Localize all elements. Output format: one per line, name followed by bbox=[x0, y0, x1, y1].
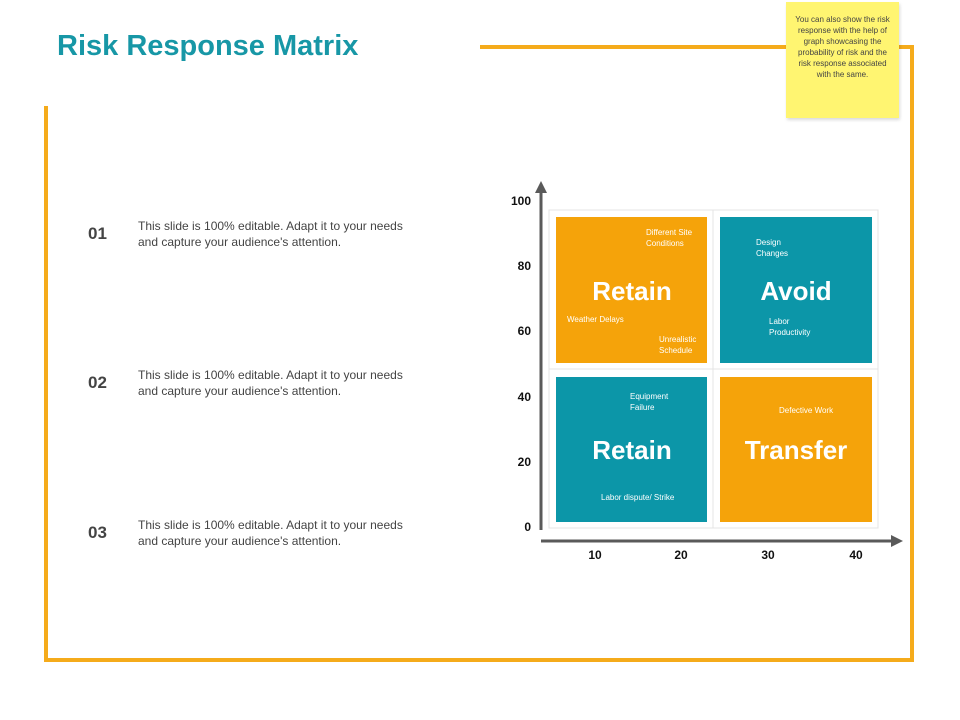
risk-label: Productivity bbox=[769, 328, 810, 337]
risk-label: Schedule bbox=[659, 346, 693, 355]
risk-label: Changes bbox=[756, 249, 788, 258]
y-tick-label: 0 bbox=[524, 520, 531, 534]
risk-label: Equipment bbox=[630, 392, 669, 401]
item-number-3: 03 bbox=[88, 523, 107, 542]
risk-label: Labor dispute/ Strike bbox=[601, 493, 675, 502]
quadrant-title-top-left: Retain bbox=[592, 276, 671, 306]
frame-top-border bbox=[480, 45, 914, 49]
risk-label: Failure bbox=[630, 403, 655, 412]
x-tick-label: 20 bbox=[674, 548, 688, 562]
risk-label: Weather Delays bbox=[567, 315, 624, 324]
risk-label: Conditions bbox=[646, 239, 684, 248]
frame-left-border bbox=[44, 106, 48, 662]
quadrant-bottom-left bbox=[556, 377, 707, 522]
y-tick-label: 60 bbox=[518, 324, 532, 338]
risk-label: Defective Work bbox=[779, 406, 834, 415]
quadrant-title-bottom-right: Transfer bbox=[745, 435, 848, 465]
risk-label: Design bbox=[756, 238, 781, 247]
risk-label: Different Site bbox=[646, 228, 693, 237]
quadrant-top-right bbox=[720, 217, 872, 363]
x-tick-label: 30 bbox=[761, 548, 775, 562]
quadrant-title-bottom-left: Retain bbox=[592, 435, 671, 465]
page-title: Risk Response Matrix bbox=[57, 30, 359, 62]
frame-bottom-border bbox=[44, 658, 914, 662]
y-axis-arrow bbox=[535, 181, 547, 193]
y-tick-label: 80 bbox=[518, 259, 532, 273]
item-text-1: This slide is 100% editable. Adapt it to… bbox=[138, 219, 403, 249]
quadrant-bottom-right bbox=[720, 377, 872, 522]
item-text-3: This slide is 100% editable. Adapt it to… bbox=[138, 518, 403, 548]
frame-right-border bbox=[910, 45, 914, 662]
sticky-note: You can also show the risk response with… bbox=[786, 2, 899, 118]
item-number-1: 01 bbox=[88, 224, 107, 243]
risk-label: Unrealistic bbox=[659, 335, 696, 344]
item-number-2: 02 bbox=[88, 373, 107, 392]
item-text-2: This slide is 100% editable. Adapt it to… bbox=[138, 368, 403, 398]
x-tick-label: 10 bbox=[588, 548, 602, 562]
quadrant-title-top-right: Avoid bbox=[760, 276, 831, 306]
y-tick-label: 100 bbox=[511, 194, 531, 208]
y-tick-label: 40 bbox=[518, 390, 532, 404]
quadrant-top-left bbox=[556, 217, 707, 363]
y-tick-label: 20 bbox=[518, 455, 532, 469]
x-axis-arrow bbox=[891, 535, 903, 547]
x-tick-label: 40 bbox=[849, 548, 863, 562]
risk-label: Labor bbox=[769, 317, 790, 326]
